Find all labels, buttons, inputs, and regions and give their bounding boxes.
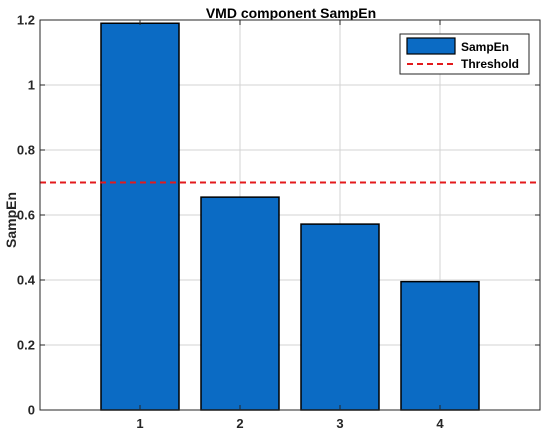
x-tick-label: 2 <box>236 416 243 431</box>
legend-bar-swatch <box>406 37 456 55</box>
y-tick-label: 0 <box>28 403 35 418</box>
y-tick-label: 1 <box>28 78 35 93</box>
plot-area: 0 0.2 0.4 0.6 0.8 1 1.2 1 2 3 4 <box>17 13 541 431</box>
y-tick-label: 0.8 <box>17 143 35 158</box>
x-tick-label: 1 <box>136 416 143 431</box>
x-tick-label: 3 <box>336 416 343 431</box>
y-tick-label: 0.4 <box>17 273 36 288</box>
y-tick-label: 0.6 <box>17 208 35 223</box>
y-tick-label: 1.2 <box>17 13 35 28</box>
legend-series-label: SampEn <box>461 40 509 54</box>
bar-4 <box>400 280 480 411</box>
x-tick-label: 4 <box>436 416 444 431</box>
bar-1 <box>100 22 180 411</box>
bar-3 <box>300 223 380 411</box>
y-axis-label: SampEn <box>3 192 19 248</box>
chart-title: VMD component SampEn <box>206 5 376 21</box>
bar-2 <box>200 196 280 411</box>
legend-threshold-label: Threshold <box>461 57 519 71</box>
y-tick-label: 0.2 <box>17 338 35 353</box>
legend: SampEn Threshold <box>399 33 530 75</box>
